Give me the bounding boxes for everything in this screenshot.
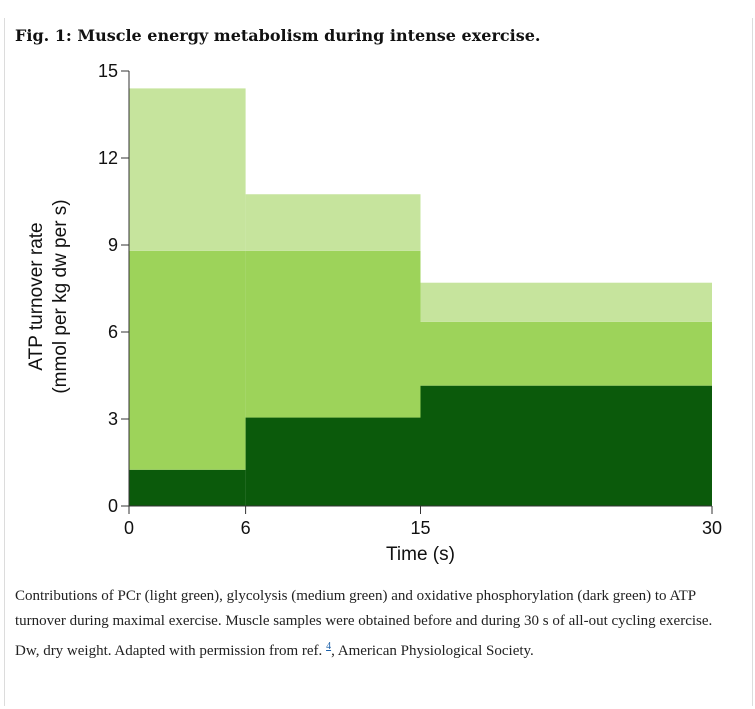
area-segment-series2-interval0: [129, 88, 246, 251]
y-tick-label: 0: [108, 496, 118, 516]
area-segment-series2-interval1: [245, 194, 421, 251]
stacked-areas: [129, 88, 712, 506]
x-axis-title: Time (s): [386, 544, 455, 565]
axes: 0 3 6 9 12 15 0 6 15 30: [98, 61, 722, 538]
area-segment-series2-interval2: [420, 282, 712, 322]
caption-text-end: , American Physiological Society.: [331, 643, 534, 659]
area-segment-series1-interval1: [245, 250, 421, 418]
area-segment-series0-interval2: [420, 385, 712, 506]
area-segment-series0-interval1: [245, 417, 421, 506]
y-tick-label: 15: [98, 61, 118, 81]
chart: 0 3 6 9 12 15 0 6 15 30 ATP turnover rate (mmol p…: [26, 61, 722, 565]
figure-title: Fig. 1: Muscle energy metabolism during …: [15, 26, 541, 45]
y-tick-label: 6: [108, 322, 118, 342]
figure-panel: [4, 18, 753, 706]
x-tick-label: 0: [124, 518, 134, 538]
y-axis-title-line2: (mmol per kg dw per s): [50, 199, 71, 393]
y-tick-label: 3: [108, 409, 118, 429]
x-tick-label: 30: [702, 518, 722, 538]
reference-link[interactable]: 4: [326, 641, 332, 652]
caption-text: Contributions of PCr (light green), glyc…: [15, 588, 713, 659]
y-axis-title-line1: ATP turnover rate: [26, 222, 47, 370]
area-segment-series1-interval0: [129, 250, 246, 470]
y-tick-label: 12: [98, 148, 118, 168]
figure-caption: Contributions of PCr (light green), glyc…: [15, 584, 737, 664]
area-segment-series1-interval2: [420, 321, 712, 386]
area-segment-series0-interval0: [129, 469, 246, 506]
x-tick-label: 15: [410, 518, 430, 538]
y-tick-label: 9: [108, 235, 118, 255]
x-tick-label: 6: [241, 518, 251, 538]
